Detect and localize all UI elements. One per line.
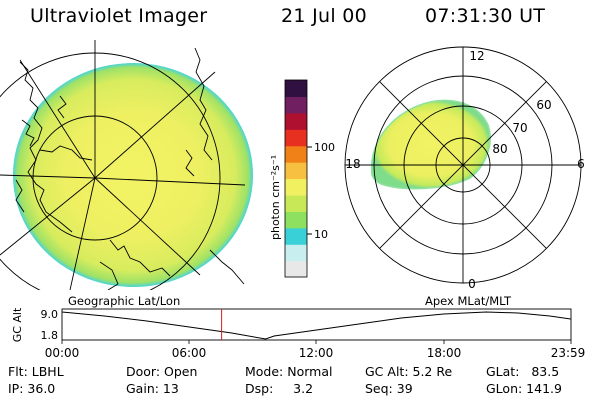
status-dsp: Dsp: 3.2 <box>245 381 314 396</box>
instrument-title: Ultraviolet Imager <box>30 5 208 27</box>
colorbar-stripe <box>285 260 307 278</box>
geographic-grid <box>0 40 246 290</box>
colorbar: 100 10 photon cm⁻²s⁻¹ <box>269 79 335 278</box>
status-glat: GLat: 83.5 <box>486 364 560 379</box>
timeline-x-label-2359: 23:59 <box>551 346 586 360</box>
status-ip: IP: 36.0 <box>8 381 56 396</box>
timeline-x-label-0000: 00:00 <box>45 346 80 360</box>
colorbar-stripe <box>285 211 307 229</box>
status-glon: GLon: 141.9 <box>486 381 562 396</box>
colorbar-gradient <box>285 80 307 278</box>
timeline-x-label-1800: 18:00 <box>427 346 462 360</box>
timeline-x-label-1200: 12:00 <box>299 346 334 360</box>
status-filter: Flt: LBHL <box>8 364 64 379</box>
status-mode: Mode: Normal <box>245 364 333 379</box>
altitude-timeline: GC Alt 9.0 1.8 00:00 06:00 12:00 18:00 2… <box>11 307 585 360</box>
polar-grid <box>344 46 582 284</box>
auroral-oval-polar <box>370 99 491 190</box>
mlt-label-0: 0 <box>468 277 476 291</box>
colorbar-stripe <box>285 178 307 196</box>
observation-date: 21 Jul 00 <box>281 5 368 27</box>
coastline-map <box>15 47 245 290</box>
polar-panel-label: Apex MLat/MLT <box>425 294 512 308</box>
status-gain: Gain: 13 <box>126 381 179 396</box>
geographic-image <box>0 40 253 290</box>
mlt-label-12: 12 <box>469 49 484 63</box>
timeline-frame <box>61 308 572 341</box>
mlt-label-6: 6 <box>577 157 585 171</box>
auroral-oval-geographic <box>13 63 253 287</box>
geographic-panel-label: Geographic Lat/Lon <box>68 294 180 308</box>
colorbar-stripe <box>285 244 307 262</box>
colorbar-stripe <box>285 96 307 114</box>
status-seq: Seq: 39 <box>365 381 413 396</box>
colorbar-stripe <box>285 194 307 212</box>
colorbar-stripe <box>285 129 307 147</box>
colorbar-tick-label-100: 100 <box>314 141 335 154</box>
colorbar-frame <box>284 79 308 278</box>
status-door: Door: Open <box>126 364 198 379</box>
mlat-label-60: 60 <box>536 98 551 112</box>
timeline-axis-title: GC Alt <box>11 307 24 342</box>
colorbar-stripe <box>285 145 307 163</box>
colorbar-unit-label: photon cm⁻²s⁻¹ <box>269 155 282 240</box>
status-gc-alt: GC Alt: 5.2 Re <box>365 364 453 379</box>
mlt-label-18: 18 <box>345 157 360 171</box>
mlat-label-70: 70 <box>512 121 527 135</box>
polar-image: 12 18 6 0 60 70 80 <box>344 46 585 291</box>
colorbar-stripe <box>285 112 307 130</box>
colorbar-stripe <box>285 80 307 98</box>
gc-altitude-curve <box>61 311 571 340</box>
timeline-y-label-min: 1.8 <box>41 329 59 342</box>
timeline-y-label-max: 9.0 <box>41 308 59 321</box>
timeline-x-label-0600: 06:00 <box>172 346 207 360</box>
mlat-label-80: 80 <box>492 142 507 156</box>
colorbar-stripe <box>285 162 307 180</box>
colorbar-tick-label-10: 10 <box>314 228 328 241</box>
colorbar-stripe <box>285 227 307 245</box>
observation-time: 07:31:30 UT <box>425 5 546 27</box>
timeline-ticks <box>61 340 572 344</box>
